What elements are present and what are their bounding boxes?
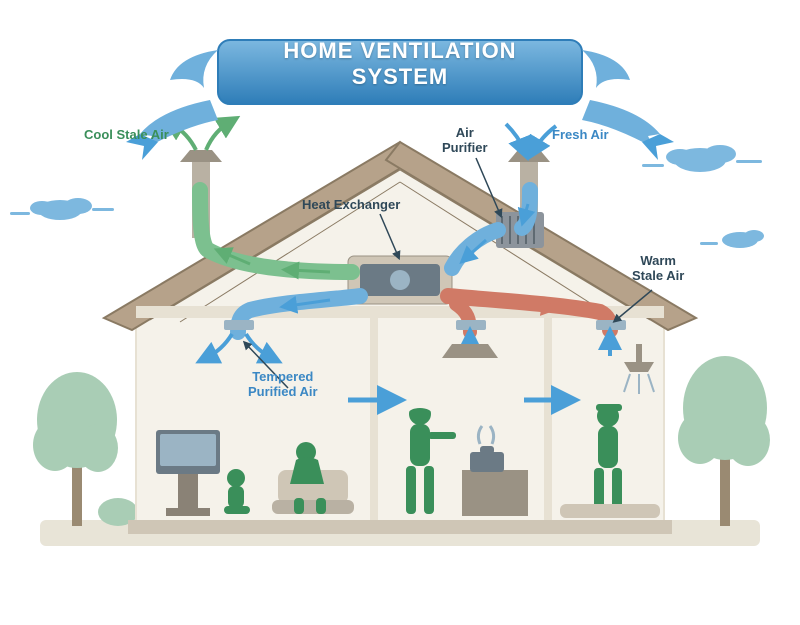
label-fresh-air: Fresh Air: [552, 128, 609, 143]
diagram-root: HOME VENTILATION SYSTEM Cool Stale Air F…: [0, 0, 800, 625]
label-air-purifier: Air Purifier: [442, 126, 488, 156]
label-heat-exchanger: Heat Exchanger: [302, 198, 400, 213]
title: HOME VENTILATION SYSTEM: [283, 38, 516, 90]
wall-1: [370, 318, 378, 524]
scene-svg: [0, 0, 800, 625]
tree-right: [678, 356, 770, 526]
label-cool-stale: Cool Stale Air: [84, 128, 169, 143]
house-body: [136, 308, 664, 524]
floor: [128, 520, 672, 534]
label-warm-stale: Warm Stale Air: [632, 254, 684, 284]
wall-2: [544, 318, 552, 524]
title-line1: HOME VENTILATION: [283, 38, 516, 64]
label-tempered: Tempered Purified Air: [248, 370, 318, 400]
pipe-air-arrows: [172, 122, 556, 150]
title-line2: SYSTEM: [283, 64, 516, 90]
